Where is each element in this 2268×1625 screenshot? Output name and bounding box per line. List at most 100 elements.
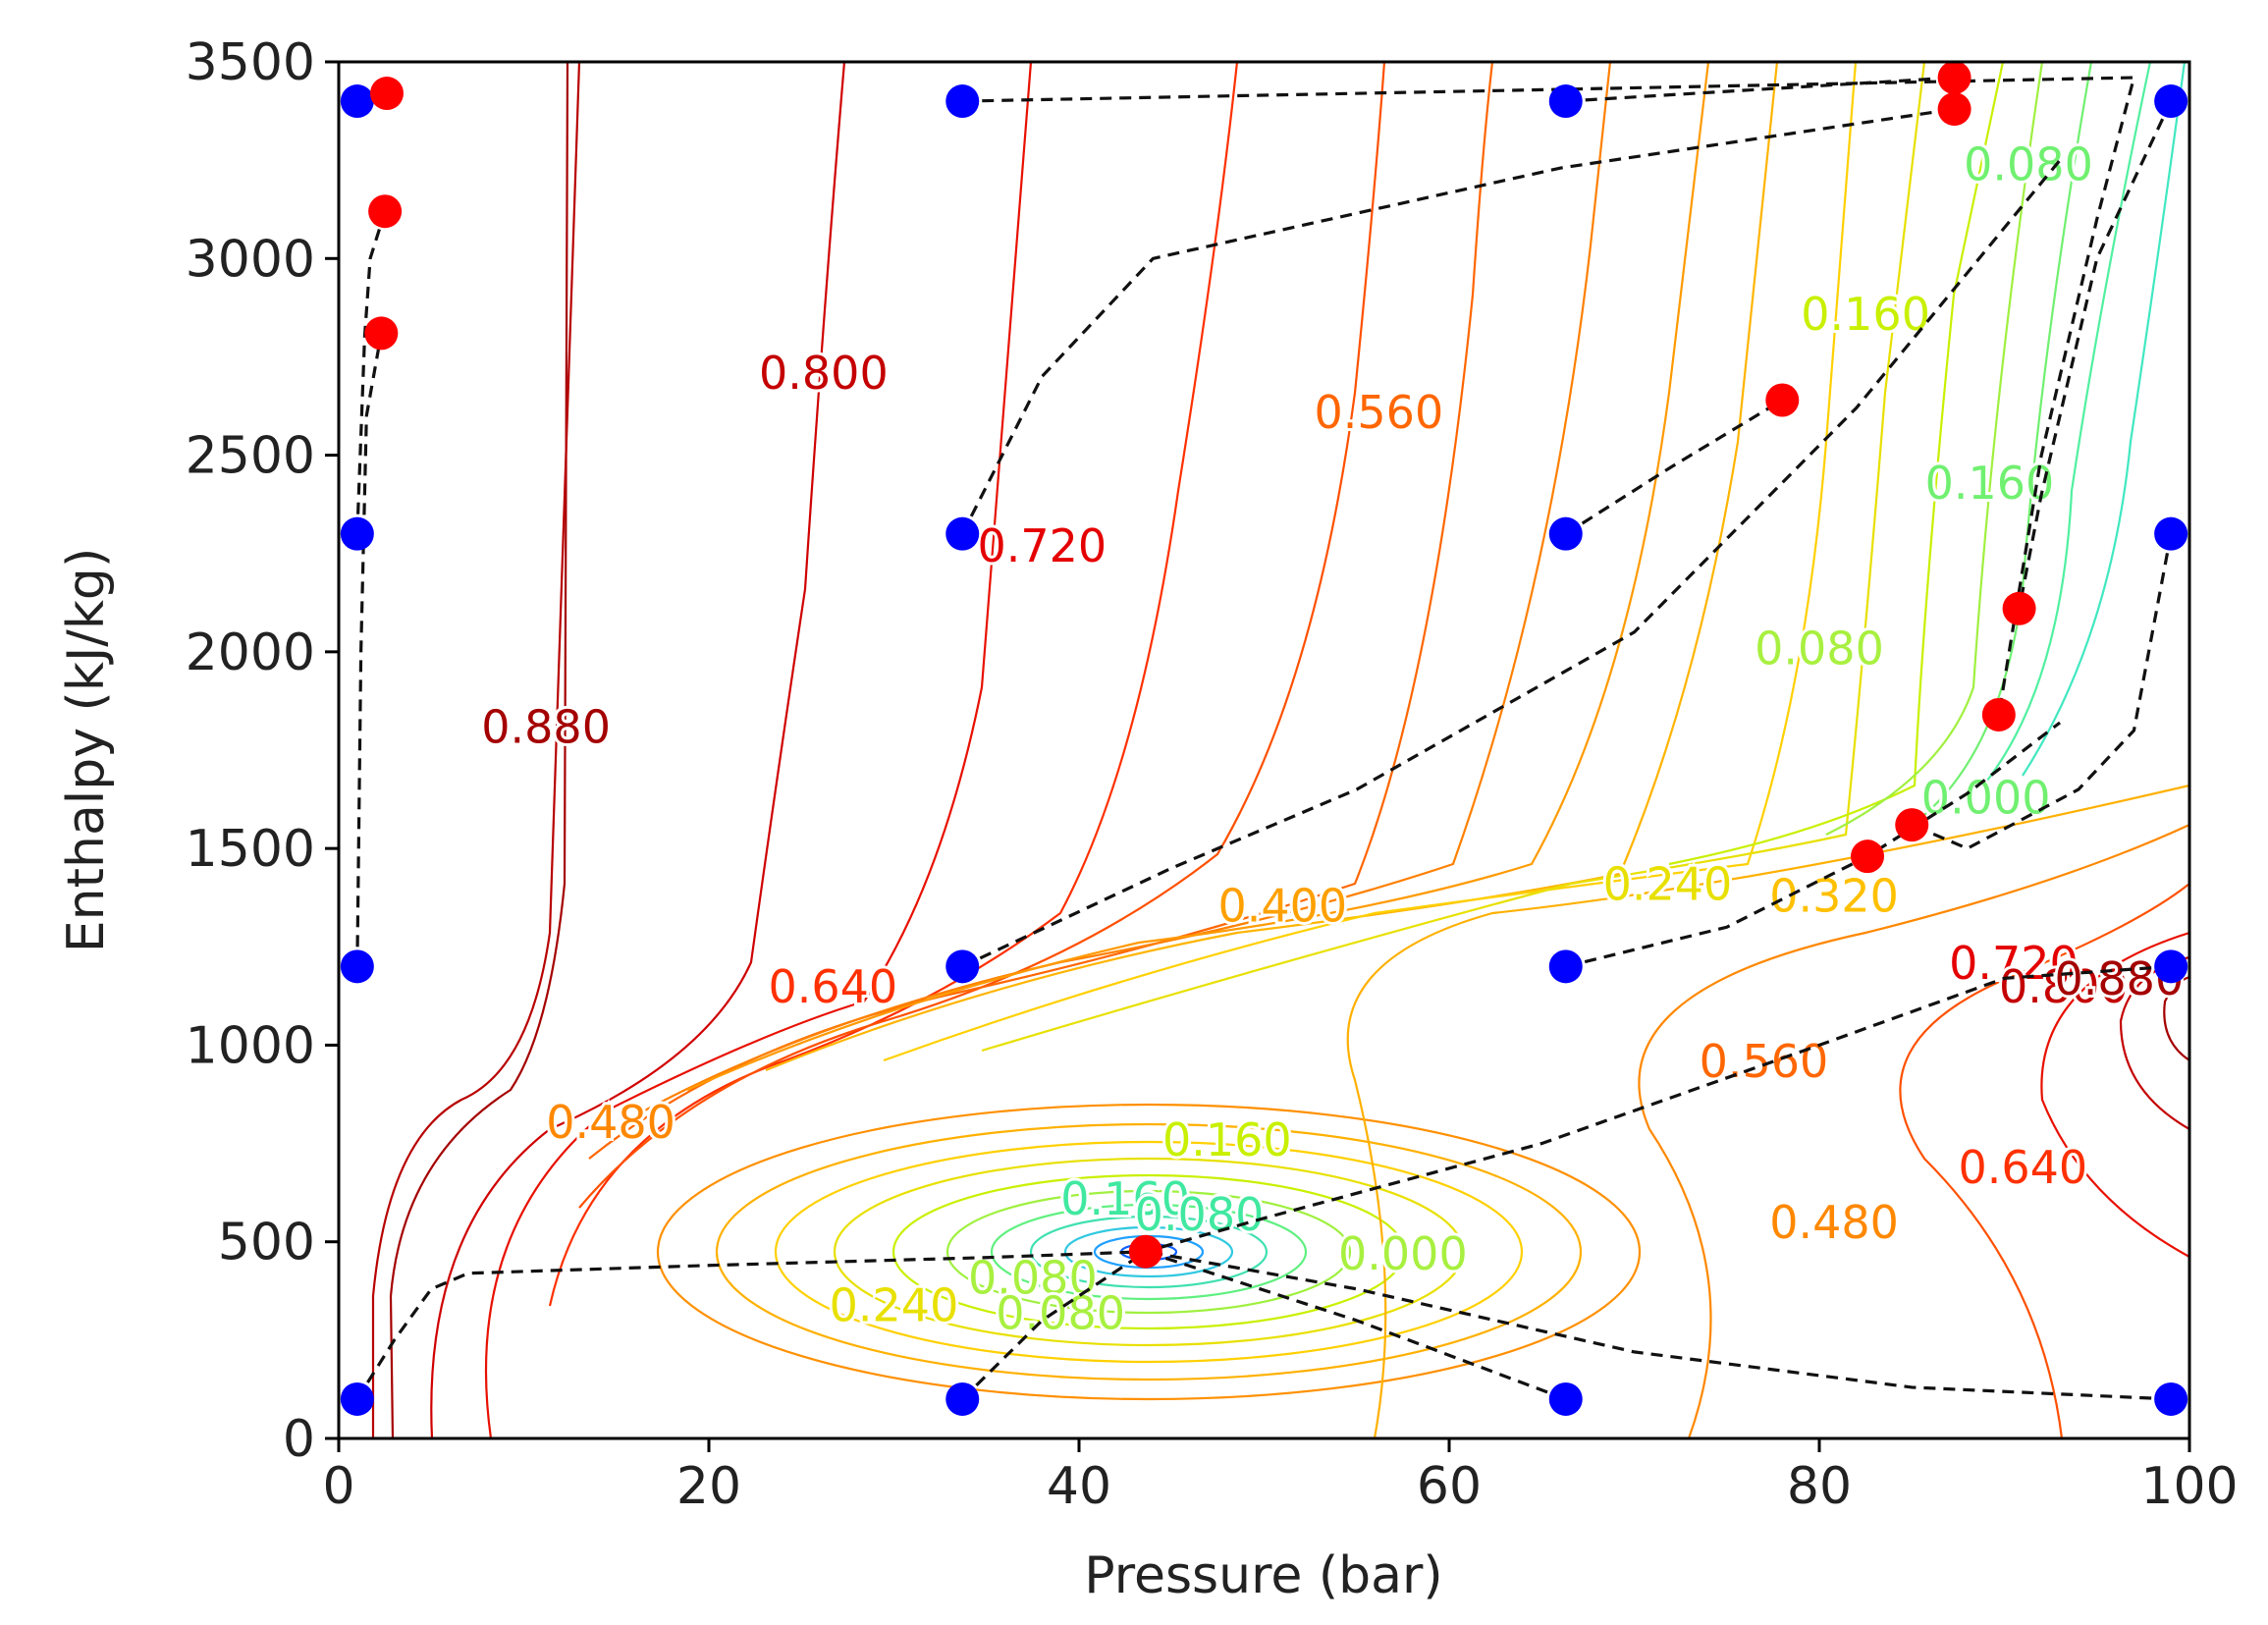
contour-label: 0.560 [1700,1035,1829,1088]
trajectory-line [1145,964,2172,1254]
contour-line [1899,883,2189,1438]
red-point [1765,383,1800,417]
contour-ring [1063,1225,1234,1278]
contour-label: 0.880 [481,700,611,753]
y-tick-label: 0 [283,1410,315,1469]
x-tick-label: 80 [1787,1457,1852,1516]
contour-line [578,62,1386,1209]
plot-frame [337,60,2191,1440]
contour-ring [715,1122,1583,1381]
trajectory-line [1145,1250,1567,1401]
contour-label: 0.560 [1315,386,1444,439]
red-point [364,316,399,351]
contour-label: 0.640 [1958,1141,2087,1194]
contour-line [2163,975,2189,1061]
red-point [1851,840,1885,874]
red-point [1981,697,2016,731]
y-tick-label: 3500 [186,33,315,92]
x-tick-label: 20 [676,1457,741,1516]
contour-labels: 0.880 0.800 0.720 0.640 0.560 0.480 0.400 0.240… [478,135,2187,1343]
blue-point [340,1381,374,1416]
contour-line [389,62,569,1438]
contour-line [1638,824,2189,1438]
contour-line [981,62,1926,1053]
trajectories [355,76,2173,1401]
contour-line [548,62,1239,1307]
blue-point [1548,84,1583,119]
contour-label: 0.320 [1769,870,1899,923]
contour-label: 0.080 [996,1286,1125,1339]
contour-line [1668,62,2005,866]
x-tick-label: 100 [2140,1457,2238,1516]
blue-point [1548,1381,1583,1416]
contour-line [627,62,1612,1120]
contour-label: 0.000 [1338,1227,1468,1280]
blue-point [340,949,374,984]
blue-point [2154,949,2188,984]
contour-label: 0.720 [977,519,1107,572]
red-point [1937,92,1971,127]
trajectory-line [2018,100,2173,610]
contour-line [883,62,1858,1062]
y-tick-label: 500 [218,1214,315,1273]
contour-field [371,62,2189,1438]
contour-label: 0.080 [1755,622,1884,675]
blue-point [945,84,980,119]
red-point [1128,1234,1162,1269]
x-tick-label: 60 [1417,1457,1482,1516]
y-tick-label: 1500 [186,820,315,879]
trajectory-line [1565,76,1955,103]
contour-label: 0.080 [1135,1188,1265,1241]
blue-point [340,84,374,119]
blue-point [2154,84,2188,119]
red-point [1937,61,1971,95]
contour-label: 0.800 [759,347,889,400]
contour-label: 0.240 [1603,858,1733,911]
contour-line [484,62,1033,1438]
y-tick-label: 2500 [186,427,315,486]
contour-ring [945,1189,1352,1315]
trajectory-line [962,76,2136,716]
trajectory-line [1564,399,1784,536]
blue-point [2154,1381,2188,1416]
contour-ring [1029,1215,1269,1289]
contour-line [1982,62,2152,786]
contour-label: 0.640 [768,960,897,1013]
y-axis-label: Enthalpy (kJ/kg) [57,548,116,952]
trajectory-line [1911,533,2173,850]
trajectory-line [961,159,2062,968]
contour-label: 0.400 [1217,880,1347,933]
contour-ring [656,1103,1642,1401]
blue-point [1548,516,1583,551]
contour-label: 0.240 [830,1278,959,1331]
contour-line [1825,62,2044,836]
contour-line [686,62,1710,1092]
red-point [370,77,405,111]
blue-point [2154,516,2188,551]
contour-label: 0.080 [968,1251,1098,1304]
contour-label: 0.480 [546,1096,675,1149]
x-axis-label: Pressure (bar) [1084,1546,1442,1605]
y-tick-label: 3000 [186,230,315,289]
blue-point [945,516,980,551]
data-points [340,61,2188,1416]
trajectory-line [1145,1250,2172,1401]
blue-point [945,1381,980,1416]
contour-label: 0.160 [1060,1172,1190,1225]
contour-label: 0.160 [1162,1113,1292,1166]
contour-label: 0.720 [1949,937,2079,990]
contour-line [371,62,581,1438]
y-tick-label: 2000 [186,623,315,682]
contour-label: 0.480 [1769,1196,1899,1249]
x-tick-label: 0 [322,1457,354,1516]
blue-point [1548,949,1583,984]
red-point [1895,808,1929,842]
contour-ring [833,1157,1465,1347]
blue-point [945,949,980,984]
blue-point [340,516,374,551]
trajectory-line [355,1250,1146,1400]
x-axis: 0 20 40 60 80 100 [322,1438,2239,1516]
x-tick-label: 40 [1047,1457,1111,1516]
contour-ring [990,1203,1308,1301]
